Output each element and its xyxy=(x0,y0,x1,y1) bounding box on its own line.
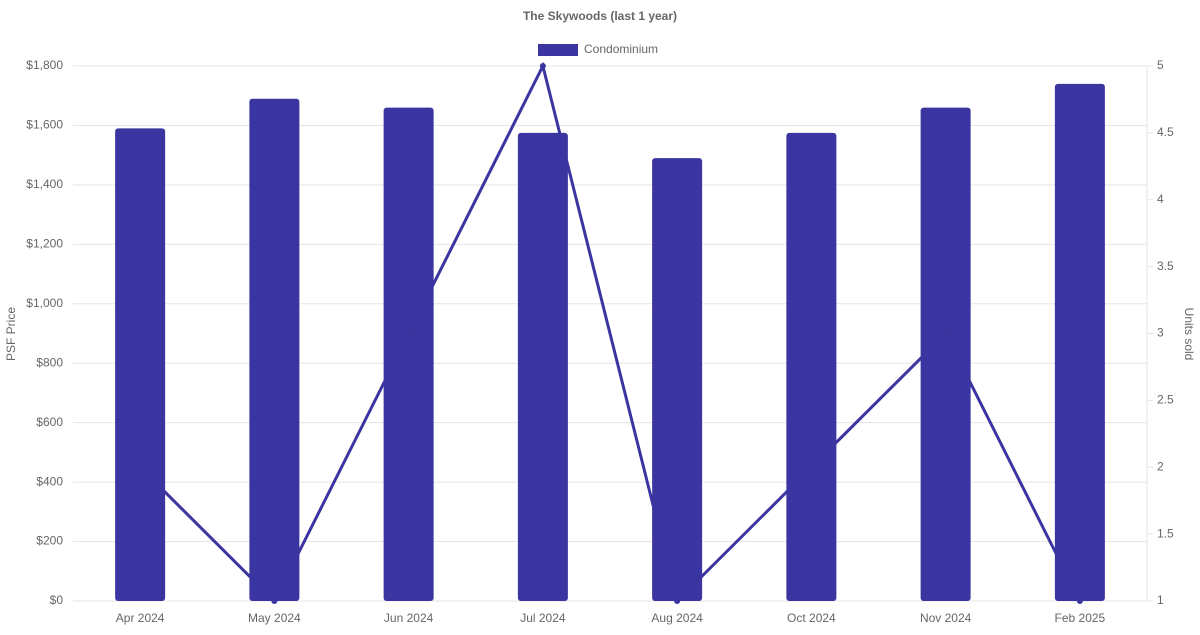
y2-tick-label: 2.5 xyxy=(1157,393,1174,407)
point xyxy=(137,464,144,471)
bar xyxy=(517,132,568,601)
x-tick-label: Apr 2024 xyxy=(116,611,165,625)
y2-tick-label: 5 xyxy=(1157,58,1164,72)
x-tick-label: Oct 2024 xyxy=(787,611,836,625)
y2-axis-title: Units sold xyxy=(1182,308,1196,361)
point xyxy=(539,63,546,69)
bar xyxy=(1054,83,1105,602)
bar xyxy=(383,107,434,601)
line xyxy=(139,61,1082,604)
point xyxy=(808,464,815,471)
x-tick-label: Jun 2024 xyxy=(384,611,434,625)
y2-tick-label: 4.5 xyxy=(1157,125,1174,139)
y-tick-label: $1,400 xyxy=(26,177,63,191)
y-tick-label: $800 xyxy=(36,355,63,369)
x-tick-label: Jul 2024 xyxy=(520,611,566,625)
y-tick-label: $600 xyxy=(36,415,63,429)
y2-tick-label: 1 xyxy=(1157,593,1164,607)
point xyxy=(405,330,412,337)
y2-tick-label: 2 xyxy=(1157,459,1164,473)
legend-swatch xyxy=(538,44,578,56)
x-tick-label: Aug 2024 xyxy=(651,611,703,625)
bar xyxy=(920,107,971,601)
y-tick-label: $0 xyxy=(50,593,64,607)
y-tick-label: $1,800 xyxy=(26,58,63,72)
y-tick-label: $1,600 xyxy=(26,118,63,132)
y2-tick-label: 4 xyxy=(1157,192,1164,206)
y-tick-label: $200 xyxy=(36,534,63,548)
y2-tick-label: 3.5 xyxy=(1157,259,1174,273)
legend-label: Condominium xyxy=(584,42,658,56)
x-tick-label: Nov 2024 xyxy=(920,611,972,625)
y2-tick-label: 1.5 xyxy=(1157,526,1174,540)
y2-tick-label: 3 xyxy=(1157,326,1164,340)
y-tick-label: $1,000 xyxy=(26,296,63,310)
point xyxy=(1076,598,1083,604)
bar xyxy=(652,158,703,601)
x-tick-label: Feb 2025 xyxy=(1055,611,1106,625)
y-axis-title: PSF Price xyxy=(4,307,18,361)
chart-title: The Skywoods (last 1 year) xyxy=(523,9,677,23)
bar xyxy=(786,132,837,601)
y-tick-label: $1,200 xyxy=(26,237,63,251)
point xyxy=(271,598,278,604)
y-tick-label: $400 xyxy=(36,474,63,488)
x-tick-label: May 2024 xyxy=(248,611,301,625)
point xyxy=(674,598,681,604)
bar xyxy=(249,98,300,601)
point xyxy=(942,330,949,337)
bar xyxy=(115,128,166,601)
